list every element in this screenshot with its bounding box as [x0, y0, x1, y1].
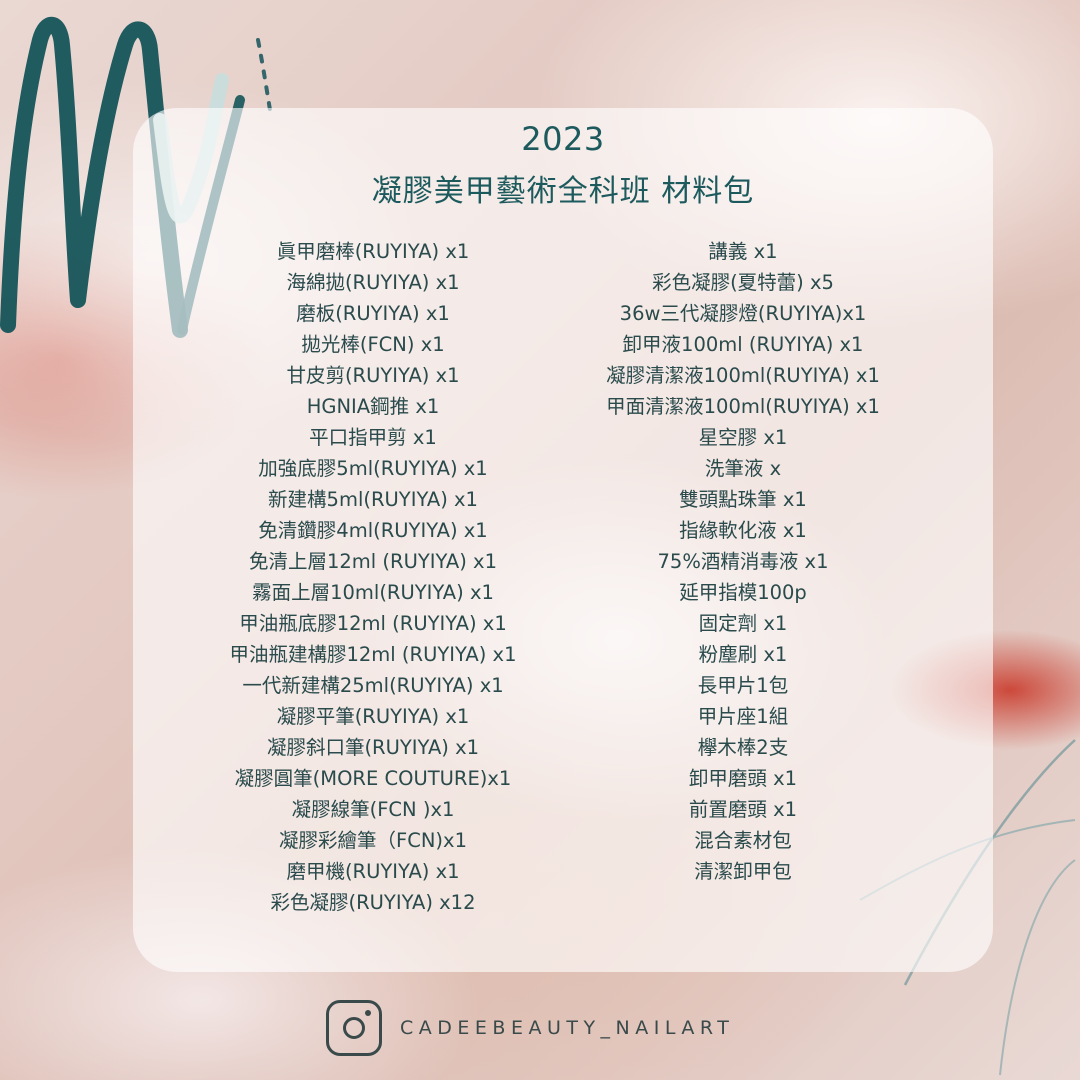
- list-item: 免清鑽膠4ml(RUYIYA) x1: [258, 519, 488, 542]
- list-item: 混合素材包: [694, 829, 792, 852]
- list-item: 75%酒精消毒液 x1: [657, 550, 829, 573]
- page-title: 凝膠美甲藝術全科班 材料包: [371, 174, 755, 209]
- list-item: 海綿拋(RUYIYA) x1: [286, 271, 460, 294]
- list-item: 凝膠線筆(FCN )x1: [291, 798, 455, 821]
- list-item: 洗筆液 x: [704, 457, 782, 480]
- list-item: 眞甲磨棒(RUYIYA) x1: [276, 240, 470, 263]
- list-item: 凝膠彩繪筆（FCN)x1: [279, 829, 467, 852]
- list-item: 彩色凝膠(RUYIYA) x12: [270, 891, 476, 914]
- instagram-footer[interactable]: CADEEBEAUTY_NAILART: [326, 998, 734, 1058]
- list-item: 甲片座1組: [697, 705, 789, 728]
- list-item: 甘皮剪(RUYIYA) x1: [286, 364, 460, 387]
- list-item: HGNIA鋼推 x1: [306, 395, 440, 418]
- list-item: 凝膠圓筆(MORE COUTURE)x1: [234, 767, 512, 790]
- list-item: 清潔卸甲包: [694, 860, 792, 883]
- list-item: 卸甲磨頭 x1: [688, 767, 798, 790]
- list-item: 凝膠清潔液100ml(RUYIYA) x1: [606, 364, 880, 387]
- list-item: 固定劑 x1: [698, 612, 788, 635]
- content-card: 2023 凝膠美甲藝術全科班 材料包 眞甲磨棒(RUYIYA) x1 海綿拋(R…: [133, 108, 993, 972]
- list-item: 拋光棒(FCN) x1: [301, 333, 445, 356]
- list-item: 卸甲液100ml (RUYIYA) x1: [622, 333, 864, 356]
- list-item: 雙頭點珠筆 x1: [679, 488, 807, 511]
- material-list-left: 眞甲磨棒(RUYIYA) x1 海綿拋(RUYIYA) x1 磨板(RUYIYA…: [163, 236, 583, 918]
- list-item: 甲油瓶底膠12ml (RUYIYA) x1: [239, 612, 507, 635]
- title-year: 2023: [521, 120, 605, 158]
- list-item: 粉塵刷 x1: [698, 643, 788, 666]
- list-item: 甲面清潔液100ml(RUYIYA) x1: [606, 395, 880, 418]
- list-item: 星空膠 x1: [698, 426, 788, 449]
- instagram-dot-shape: [365, 1010, 371, 1016]
- list-item: 新建構5ml(RUYIYA) x1: [268, 488, 478, 511]
- instagram-icon[interactable]: [326, 1000, 382, 1056]
- list-item: 一代新建構25ml(RUYIYA) x1: [242, 674, 504, 697]
- list-item: 講義 x1: [708, 240, 778, 263]
- list-item: 36w三代凝膠燈(RUYIYA)x1: [619, 302, 867, 325]
- list-item: 霧面上層10ml(RUYIYA) x1: [252, 581, 494, 604]
- list-item: 磨板(RUYIYA) x1: [296, 302, 450, 325]
- list-item: 欅木棒2支: [697, 736, 789, 759]
- list-item: 延甲指模100p: [679, 581, 807, 604]
- list-item: 加強底膠5ml(RUYIYA) x1: [258, 457, 488, 480]
- material-list-right: 講義 x1 彩色凝膠(夏特蕾) x5 36w三代凝膠燈(RUYIYA)x1 卸甲…: [553, 236, 933, 887]
- list-item: 平口指甲剪 x1: [309, 426, 437, 449]
- list-item: 指緣軟化液 x1: [679, 519, 807, 542]
- instagram-lens-shape: [343, 1017, 365, 1039]
- list-item: 長甲片1包: [697, 674, 789, 697]
- instagram-handle[interactable]: CADEEBEAUTY_NAILART: [400, 1017, 735, 1039]
- list-item: 免清上層12ml (RUYIYA) x1: [248, 550, 497, 573]
- list-item: 前置磨頭 x1: [688, 798, 798, 821]
- list-item: 凝膠平筆(RUYIYA) x1: [276, 705, 470, 728]
- list-item: 凝膠斜口筆(RUYIYA) x1: [266, 736, 480, 759]
- list-item: 甲油瓶建構膠12ml (RUYIYA) x1: [229, 643, 517, 666]
- list-item: 彩色凝膠(夏特蕾) x5: [652, 271, 834, 294]
- list-item: 磨甲機(RUYIYA) x1: [286, 860, 460, 883]
